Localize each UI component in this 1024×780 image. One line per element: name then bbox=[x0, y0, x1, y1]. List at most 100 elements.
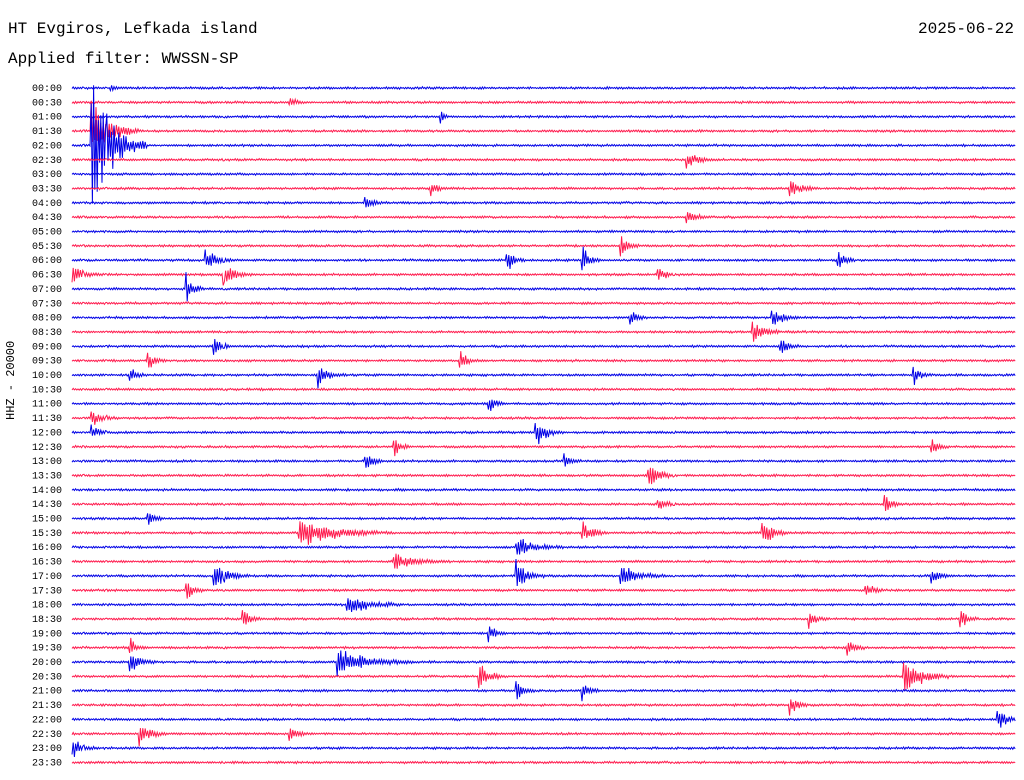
seismic-trace-1630 bbox=[71, 553, 1016, 569]
seismic-trace-0230 bbox=[71, 155, 1016, 169]
time-tick-label: 18:30 bbox=[32, 615, 62, 626]
time-tick-label: 14:30 bbox=[32, 500, 62, 511]
seismic-trace-2330 bbox=[71, 760, 1016, 765]
seismic-trace-0800 bbox=[71, 310, 1016, 325]
seismic-trace-1030 bbox=[71, 387, 1016, 392]
time-tick-label: 00:30 bbox=[32, 98, 62, 109]
seismic-trace-1200 bbox=[71, 422, 1016, 445]
time-tick-label: 23:30 bbox=[32, 758, 62, 769]
time-tick-label: 10:30 bbox=[32, 385, 62, 396]
seismic-trace-2100 bbox=[71, 681, 1016, 702]
time-tick-label: 19:30 bbox=[32, 644, 62, 655]
seismic-trace-1430 bbox=[71, 494, 1016, 511]
time-tick-label: 20:30 bbox=[32, 672, 62, 683]
time-tick-label: 07:30 bbox=[32, 299, 62, 310]
time-tick-label: 10:00 bbox=[32, 371, 62, 382]
time-tick-label: 03:00 bbox=[32, 170, 62, 181]
time-tick-label: 08:00 bbox=[32, 314, 62, 325]
time-tick-label: 02:30 bbox=[32, 156, 62, 167]
time-tick-label: 19:00 bbox=[32, 629, 62, 640]
time-tick-label: 12:30 bbox=[32, 443, 62, 454]
seismic-trace-1900 bbox=[71, 626, 1016, 643]
seismic-trace-0630 bbox=[71, 267, 1016, 286]
time-tick-label: 17:00 bbox=[32, 572, 62, 583]
time-tick-label: 07:00 bbox=[32, 285, 62, 296]
seismic-trace-2000 bbox=[71, 650, 1016, 677]
seismic-trace-0330 bbox=[71, 181, 1016, 197]
time-tick-label: 20:00 bbox=[32, 658, 62, 669]
seismic-trace-0300 bbox=[71, 171, 1016, 177]
seismic-trace-0030 bbox=[71, 97, 1016, 107]
time-tick-label: 15:30 bbox=[32, 529, 62, 540]
time-tick-label: 05:00 bbox=[32, 228, 62, 239]
date-label: 2025-06-22 bbox=[917, 20, 1014, 38]
filter-label: Applied filter: WWSSN-SP bbox=[8, 50, 239, 68]
time-tick-label: 04:30 bbox=[32, 213, 62, 224]
seismic-trace-1700 bbox=[71, 558, 1016, 587]
seismic-trace-0200 bbox=[71, 85, 1016, 204]
seismic-trace-2300 bbox=[71, 741, 1016, 757]
time-tick-label: 21:30 bbox=[32, 701, 62, 712]
time-tick-label: 02:00 bbox=[32, 141, 62, 152]
seismic-trace-0700 bbox=[71, 272, 1016, 302]
seismic-trace-1730 bbox=[71, 583, 1016, 599]
seismic-trace-2200 bbox=[71, 711, 1016, 728]
time-tick-label: 15:00 bbox=[32, 515, 62, 526]
time-tick-label: 00:00 bbox=[32, 84, 62, 95]
seismic-trace-1230 bbox=[71, 439, 1016, 457]
seismic-trace-0600 bbox=[71, 246, 1016, 271]
seismic-trace-0830 bbox=[71, 321, 1016, 342]
time-tick-label: 22:00 bbox=[32, 715, 62, 726]
seismic-trace-1330 bbox=[71, 467, 1016, 485]
seismic-trace-0400 bbox=[71, 197, 1016, 208]
time-tick-label: 05:30 bbox=[32, 242, 62, 253]
time-tick-label: 06:30 bbox=[32, 271, 62, 282]
seismic-trace-0500 bbox=[71, 229, 1016, 234]
seismic-trace-0430 bbox=[71, 212, 1016, 224]
seismic-trace-2230 bbox=[71, 728, 1016, 747]
time-tick-label: 21:00 bbox=[32, 687, 62, 698]
seismic-trace-1400 bbox=[71, 487, 1016, 492]
time-tick-label: 08:30 bbox=[32, 328, 62, 339]
seismic-trace-1830 bbox=[71, 610, 1016, 629]
time-tick-label: 03:30 bbox=[32, 184, 62, 195]
time-tick-label: 01:00 bbox=[32, 113, 62, 124]
seismic-trace-0000 bbox=[71, 85, 1016, 93]
time-tick-label: 09:30 bbox=[32, 357, 62, 368]
seismic-trace-1800 bbox=[71, 598, 1016, 613]
time-tick-label: 11:00 bbox=[32, 400, 62, 411]
seismic-trace-1930 bbox=[71, 637, 1016, 656]
time-tick-label: 14:00 bbox=[32, 486, 62, 497]
time-tick-label: 16:30 bbox=[32, 558, 62, 569]
time-tick-label: 13:30 bbox=[32, 471, 62, 482]
seismic-trace-0100 bbox=[71, 111, 1016, 124]
seismic-trace-1100 bbox=[71, 399, 1016, 412]
time-tick-label: 23:00 bbox=[32, 744, 62, 755]
seismic-trace-0930 bbox=[71, 351, 1016, 368]
seismic-trace-2130 bbox=[71, 699, 1016, 716]
seismic-trace-2030 bbox=[71, 662, 1016, 691]
seismic-trace-1300 bbox=[71, 453, 1016, 468]
seismic-trace-1530 bbox=[71, 521, 1016, 545]
time-tick-label: 13:00 bbox=[32, 457, 62, 468]
seismic-trace-0900 bbox=[71, 339, 1016, 355]
time-tick-label: 22:30 bbox=[32, 730, 62, 741]
time-tick-label: 18:00 bbox=[32, 601, 62, 612]
seismic-trace-1000 bbox=[71, 366, 1016, 389]
seismic-trace-1600 bbox=[71, 538, 1016, 555]
time-tick-label: 01:30 bbox=[32, 127, 62, 138]
seismic-trace-1130 bbox=[71, 411, 1016, 425]
time-tick-label: 16:00 bbox=[32, 543, 62, 554]
time-tick-label: 11:30 bbox=[32, 414, 62, 425]
time-tick-label: 09:00 bbox=[32, 342, 62, 353]
station-title: HT Evgiros, Lefkada island bbox=[8, 20, 258, 38]
seismic-trace-0130 bbox=[71, 101, 1016, 143]
time-tick-label: 06:00 bbox=[32, 256, 62, 267]
seismic-trace-1500 bbox=[71, 513, 1016, 525]
seismic-trace-0530 bbox=[71, 236, 1016, 257]
time-tick-label: 17:30 bbox=[32, 586, 62, 597]
seismic-trace-0730 bbox=[71, 300, 1016, 306]
time-tick-label: 04:00 bbox=[32, 199, 62, 210]
time-tick-label: 12:00 bbox=[32, 428, 62, 439]
